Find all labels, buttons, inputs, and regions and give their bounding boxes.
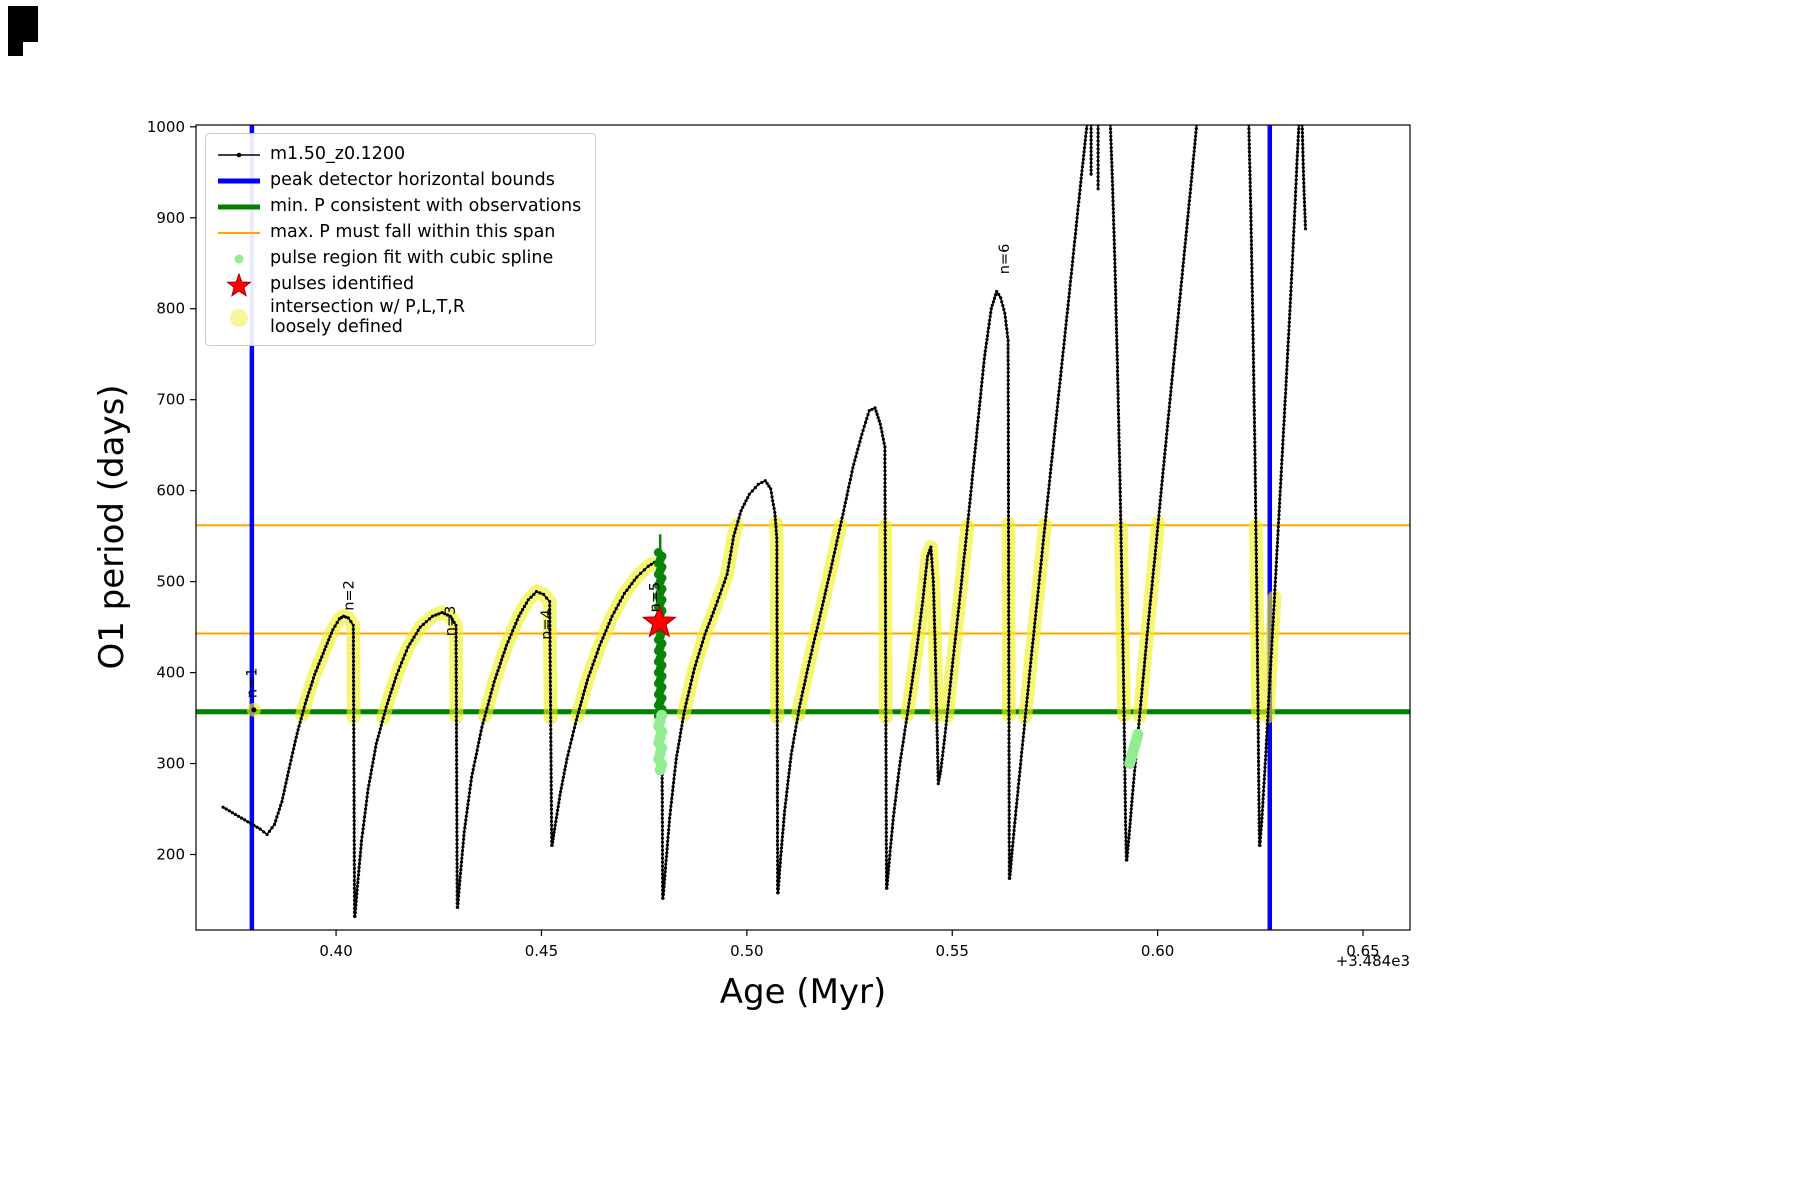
pulse-identified-star [641,604,677,638]
x-tick-label: 0.60 [1141,942,1174,960]
curve-segment [1259,125,1300,846]
y-tick-label: 200 [156,846,185,864]
legend-item-label: max. P must fall within this span [270,222,556,243]
legend-marker-big-dot-icon [216,305,262,331]
curve-segment [1109,125,1128,861]
axes-frame [195,124,1411,931]
legend-item: m1.50_z0.1200 [216,142,581,168]
axis-offset-text: +3.484e3 [1335,952,1410,970]
legend-item: intersection w/ P,L,T,R loosely defined [216,297,581,337]
pulse-number-label: n=2 [342,580,358,611]
legend-item-label: pulses identified [270,274,415,295]
x-tick-label: 0.55 [936,942,969,960]
y-tick-label: 800 [156,300,185,318]
pulse-number-label: n=1 [244,668,260,699]
x-tick-label: 0.45 [525,942,558,960]
legend-marker-dot-icon [216,246,262,272]
x-tick-label: 0.65 [1346,942,1379,960]
legend-item: max. P must fall within this span [216,220,581,246]
legend-item: pulses identified [216,272,581,298]
intersection-overlay [246,516,1282,726]
y-tick-label: 300 [156,755,185,773]
curve-segment [1301,125,1307,229]
y-tick-label: 400 [156,664,185,682]
legend-marker-thick-line-icon [216,194,262,220]
pulse-number-label: n=4 [539,609,555,640]
legend-item-label: peak detector horizontal bounds [270,170,555,191]
curve-segment [222,615,356,917]
period-track [221,125,1308,919]
spline-pulse-region [653,534,1144,776]
legend-item: pulse region fit with cubic spline [216,246,581,272]
legend-marker-star-icon [216,272,262,298]
y-axis-label: O1 period (days) [92,384,132,670]
x-axis-label: Age (Myr) [719,972,887,1012]
legend-item-label: min. P consistent with observations [270,196,582,217]
y-tick-label: 500 [156,573,185,591]
corner-artifact [8,6,38,56]
legend-marker-line-icon [216,220,262,246]
curve-segment [886,289,1011,889]
pulse-number-label: n=5 [647,582,663,613]
y-tick-label: 700 [156,391,185,409]
y-tick-label: 1000 [147,118,185,136]
data-layer [221,125,1308,919]
x-tick-label: 0.50 [730,942,763,960]
legend-item: peak detector horizontal bounds [216,168,581,194]
legend-item: min. P consistent with observations [216,194,581,220]
legend-item-label: m1.50_z0.1200 [270,144,406,165]
legend-item-label: pulse region fit with cubic spline [270,248,554,269]
x-tick-label: 0.40 [319,942,352,960]
legend-marker-line-dot-icon [216,142,262,168]
y-tick-label: 600 [156,482,185,500]
y-tick-label: 900 [156,209,185,227]
pulse-number-label: n=3 [443,606,459,637]
curve-segment [777,406,888,893]
legend-item-label: intersection w/ P,L,T,R loosely defined [270,297,465,337]
legend-marker-thick-line-icon [216,168,262,194]
curve-segment [662,479,779,899]
pulse-number-label: n=6 [997,244,1013,275]
detected-peak-point [251,707,257,713]
